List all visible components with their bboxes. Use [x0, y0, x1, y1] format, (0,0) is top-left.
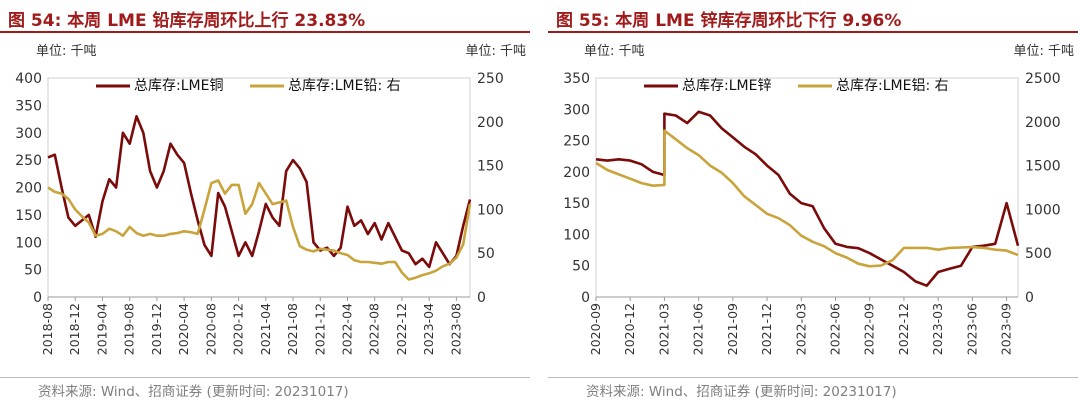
chart-title: 图 55: 本周 LME 锌库存周环比下行 9.96% — [556, 11, 902, 31]
x-tick-label: 2019-12 — [149, 303, 164, 355]
legend-label: 总库存:LME铅: 右 — [288, 78, 401, 94]
y-right-tick-label: 2000 — [1025, 115, 1061, 131]
source-note: 资料来源: Wind、招商证券 (更新时间: 20231017) — [38, 384, 349, 400]
lead-inventory-chart: 0 50 100 150 200 250 300 350 400 0 50 100 150 200 250 2… — [15, 71, 504, 355]
x-tick-label: 2023-06 — [964, 303, 979, 355]
y-left-tick-label: 100 — [563, 227, 590, 243]
y-left-tick-label: 250 — [15, 153, 42, 169]
chart-title: 图 54: 本周 LME 铅库存周环比上行 23.83% — [8, 11, 366, 31]
y-left-tick-label: 250 — [563, 134, 590, 150]
x-tick-label: 2021-12 — [312, 303, 327, 355]
x-tick-label: 2021-03 — [656, 303, 671, 355]
y-right-tick-label: 500 — [1025, 246, 1052, 262]
footer-divider — [548, 377, 1078, 378]
y-left-tick-label: 400 — [15, 71, 42, 87]
y-left-tick-label: 350 — [15, 98, 42, 114]
legend-label: 总库存:LME锌 — [682, 78, 771, 94]
series-line-secondary — [595, 129, 1019, 268]
x-tick-label: 2020-08 — [203, 303, 218, 355]
series-line-secondary — [47, 179, 472, 281]
footer-divider — [0, 377, 530, 378]
series-line-primary — [47, 115, 472, 269]
y-left-tick-label: 300 — [15, 126, 42, 142]
x-tick-label: 2021-12 — [759, 303, 774, 355]
y-right-tick-label: 200 — [477, 115, 504, 131]
x-tick-label: 2022-09 — [862, 303, 877, 355]
y-left-tick-label: 50 — [572, 259, 590, 275]
y-left-tick-label: 150 — [563, 196, 590, 212]
x-tick-label: 2023-08 — [448, 303, 463, 355]
series-line-primary — [595, 110, 1020, 287]
y-right-tick-label: 0 — [1025, 290, 1034, 306]
y-left-tick-label: 200 — [563, 165, 590, 181]
x-tick-label: 2020-09 — [588, 303, 603, 355]
zinc-inventory-chart: 0 50 100 150 200 250 300 350 0 500 1000 1500 2000 250… — [563, 71, 1061, 355]
x-tick-label: 2021-06 — [691, 303, 706, 355]
x-tick-label: 2021-08 — [285, 303, 300, 355]
chart-panel-zinc: 图 55: 本周 LME 锌库存周环比下行 9.96% 单位: 千吨 单位: 千… — [548, 0, 1078, 405]
x-tick-label: 2023-03 — [930, 303, 945, 355]
x-tick-label: 2018-08 — [40, 303, 55, 355]
source-note: 资料来源: Wind、招商证券 (更新时间: 20231017) — [586, 384, 897, 400]
x-tick-label: 2022-04 — [339, 303, 354, 355]
x-tick-label: 2020-12 — [622, 303, 637, 355]
x-tick-label: 2022-03 — [793, 303, 808, 355]
x-tick-label: 2020-04 — [176, 303, 191, 355]
y-left-tick-label: 100 — [15, 235, 42, 251]
plot-frame — [47, 77, 471, 298]
y-left-tick-label: 0 — [581, 290, 590, 306]
y-right-tick-label: 50 — [477, 246, 495, 262]
x-tick-label: 2018-12 — [67, 303, 82, 355]
x-tick-label: 2019-08 — [122, 303, 137, 355]
right-axis-unit: 单位: 千吨 — [1013, 44, 1074, 59]
x-tick-label: 2023-04 — [421, 303, 436, 355]
x-tick-label: 2021-04 — [258, 303, 273, 355]
y-right-tick-label: 100 — [477, 202, 504, 218]
chart-panel-lead: 图 54: 本周 LME 铅库存周环比上行 23.83% 单位: 千吨 单位: … — [0, 0, 530, 405]
x-tick-label: 2022-08 — [367, 303, 382, 355]
left-axis-unit: 单位: 千吨 — [584, 44, 645, 59]
x-tick-label: 2019-04 — [94, 303, 109, 355]
y-right-tick-label: 1500 — [1025, 159, 1061, 175]
y-right-tick-label: 1000 — [1025, 202, 1061, 218]
legend-label: 总库存:LME铝: 右 — [836, 78, 949, 94]
y-left-tick-label: 50 — [24, 263, 42, 279]
y-left-tick-label: 350 — [563, 71, 590, 87]
y-right-tick-label: 0 — [477, 290, 486, 306]
x-tick-label: 2022-12 — [394, 303, 409, 355]
x-tick-label: 2020-12 — [231, 303, 246, 355]
x-tick-label: 2022-12 — [896, 303, 911, 355]
y-left-tick-label: 200 — [15, 181, 42, 197]
right-axis-unit: 单位: 千吨 — [465, 44, 526, 59]
title-divider — [0, 31, 530, 33]
y-right-tick-label: 150 — [477, 159, 504, 175]
x-tick-label: 2023-09 — [999, 303, 1014, 355]
y-right-tick-label: 2500 — [1025, 71, 1061, 87]
y-left-tick-label: 300 — [563, 102, 590, 118]
plot-frame — [595, 77, 1019, 298]
title-divider — [548, 31, 1078, 33]
x-tick-label: 2021-09 — [725, 303, 740, 355]
y-left-tick-label: 0 — [33, 290, 42, 306]
left-axis-unit: 单位: 千吨 — [36, 44, 97, 59]
legend-label: 总库存:LME铜 — [134, 78, 223, 94]
y-left-tick-label: 150 — [15, 208, 42, 224]
x-tick-label: 2022-06 — [828, 303, 843, 355]
y-right-tick-label: 250 — [477, 71, 504, 87]
